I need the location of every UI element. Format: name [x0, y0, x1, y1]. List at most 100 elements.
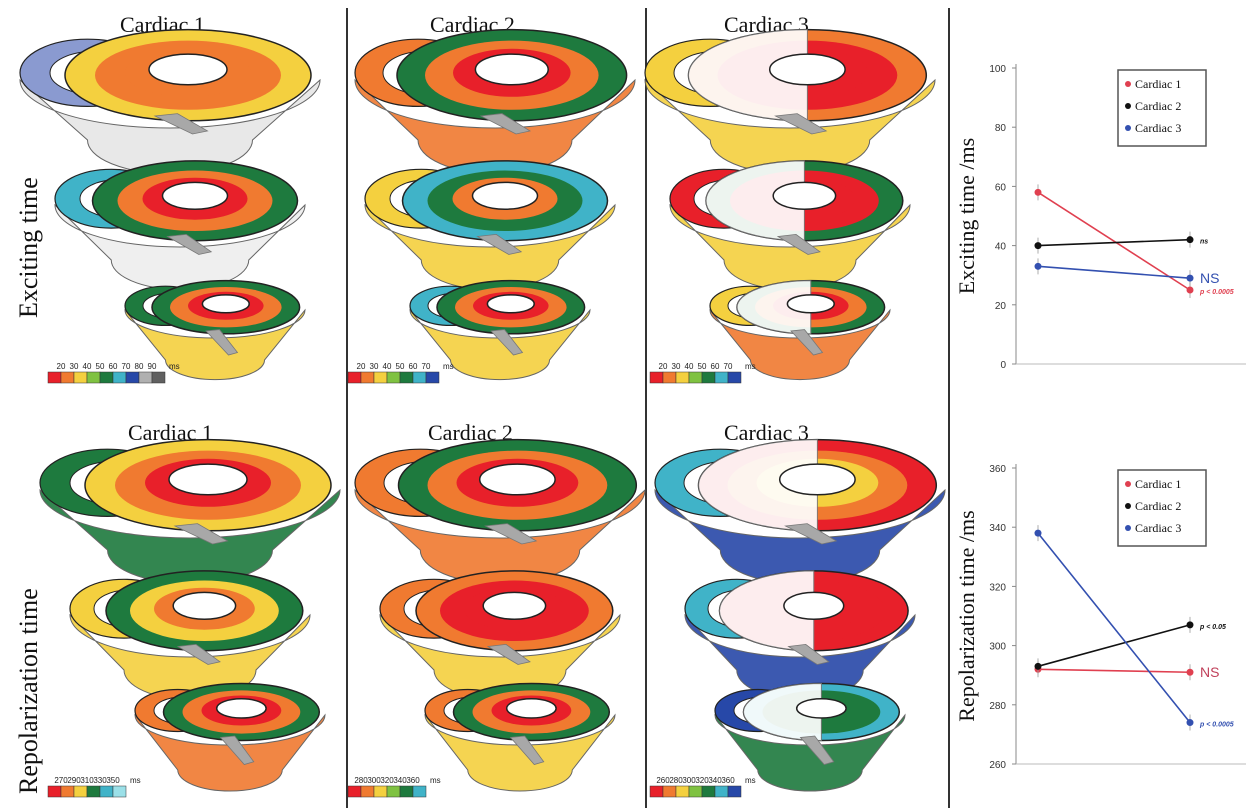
scale-top-2-tick: 60 [409, 362, 418, 371]
scale-bottom-1-swatch [60, 785, 75, 798]
map-bot-c1-apex-shell [134, 713, 326, 792]
map-top-c2-base [354, 28, 636, 175]
map-bot-c1-apex [134, 682, 326, 792]
chart-1-legend-label-2: Cardiac 2 [1135, 99, 1181, 113]
chart-2-legend-label-3: Cardiac 3 [1135, 521, 1181, 535]
chart-1-series-3-point [1034, 262, 1042, 270]
map-top-c3-mid [669, 160, 911, 290]
map-top-c3-apex [709, 279, 891, 381]
map-bot-c1-base-vessel [173, 523, 229, 545]
scale-top-3-swatch [714, 371, 729, 384]
map-top-c3-base-lv-cavity [768, 53, 846, 86]
map-top-c2-apex [409, 279, 591, 381]
scale-top-2-tick: 50 [396, 362, 405, 371]
scale-top-3-tick: 20 [659, 362, 668, 371]
scale-bottom-2-tick: 300 [367, 776, 381, 785]
scale-bottom-2-unit: ms [430, 776, 441, 785]
chart-2-series-2-point [1186, 621, 1194, 629]
map-top-c1-mid-vessel [166, 233, 213, 255]
scale-bottom-1-swatch [99, 785, 114, 798]
scale-top-2-swatch [347, 371, 362, 384]
map-bot-c1-base-lv-cavity [168, 463, 248, 496]
scale-bottom-2-swatch [412, 785, 427, 798]
map-bot-c1-mid-lv-cavity [172, 591, 237, 620]
map-bot-c1-mid-vessel [176, 643, 221, 665]
chart-1-legend-marker-3 [1125, 125, 1131, 131]
scale-top-1-tick: 50 [96, 362, 105, 371]
map-top-c2-mid-lv-cavity [471, 181, 539, 210]
chart-2-ytick-label: 340 [989, 523, 1006, 534]
chart-2-legend-marker-2 [1125, 503, 1131, 509]
chart-1: Exciting time /ms 0 20 40 60 80 100 p < 0.0005 n… [954, 64, 1246, 371]
map-bot-c3-base-unmapped-half [698, 439, 818, 532]
scale-bottom-1-unit: ms [130, 776, 141, 785]
chart-2-series-2-point [1034, 662, 1042, 670]
scale-top-3-unit: ms [745, 362, 756, 371]
map-top-c1-base [19, 28, 321, 175]
scale-bottom-1-swatch [73, 785, 88, 798]
chart-1-series-2-annotation: ns [1200, 239, 1208, 246]
chart-1-legend-marker-2 [1125, 103, 1131, 109]
map-bot-c3-mid-unmapped-half [719, 570, 815, 652]
chart-2-legend-label-2: Cardiac 2 [1135, 499, 1181, 513]
map-top-c1-apex-lv-cavity [201, 294, 250, 314]
map-top-c3-apex-lv-cavity [786, 294, 835, 314]
scale-top-2-tick: 40 [383, 362, 392, 371]
chart-2-series-3-annotation: p < 0.0005 [1199, 722, 1234, 729]
scale-top-1-swatch [73, 371, 88, 384]
scale-bottom-2-tick: 320 [380, 776, 394, 785]
scale-top-3-tick: 40 [685, 362, 694, 371]
scale-bottom-3-tick: 280 [669, 776, 683, 785]
map-bot-c1-apex-lv-cavity [215, 698, 267, 719]
chart-1-series-3-line [1037, 265, 1191, 279]
chart-1-series-1-point [1186, 286, 1194, 294]
map-top-c3-base [644, 28, 936, 175]
scale-bottom-2-swatch [360, 785, 375, 798]
scale-top-1-swatch [151, 371, 166, 384]
scale-top-2-swatch [425, 371, 440, 384]
map-top-c2-mid-vessel [476, 233, 523, 255]
scale-top-1-tick: 30 [70, 362, 79, 371]
map-bot-c1-apex-vessel [219, 735, 255, 765]
scale-bottom-3-swatch [649, 785, 664, 798]
chart-2: Repolarization time /ms 260 280 300 320 340 36… [954, 464, 1246, 771]
chart-1-legend-label-1: Cardiac 1 [1135, 77, 1181, 91]
chart-2-series-2-annotation: p < 0.05 [1199, 624, 1226, 631]
map-bot-c2-base-lv-cavity [478, 463, 556, 496]
map-top-c3-apex-vessel [790, 329, 824, 356]
chart-1-legend-label-3: Cardiac 3 [1135, 121, 1181, 135]
scale-bottom-2-swatch [386, 785, 401, 798]
scale-top-1-swatch [47, 371, 62, 384]
chart-2-ytick-label: 280 [989, 701, 1006, 712]
scale-top-1-swatch [112, 371, 127, 384]
map-top-c2-base-lv-cavity [474, 53, 549, 86]
scale-bottom-3-swatch [714, 785, 729, 798]
scale-top-2-swatch [399, 371, 414, 384]
scale-top-2-swatch [386, 371, 401, 384]
chart-1-ylabel: Exciting time /ms [954, 138, 979, 294]
chart-1-ytick-label: 40 [995, 242, 1007, 253]
map-top-c3-apex-unmapped-half [736, 280, 812, 335]
scale-bottom-1-swatch [112, 785, 127, 798]
scale-bottom-3-swatch [701, 785, 716, 798]
scale-top-1-swatch [99, 371, 114, 384]
scale-top-3-tick: 70 [724, 362, 733, 371]
chart-1-series-3-point [1186, 274, 1194, 282]
map-top-c1-base-lv-cavity [148, 53, 228, 86]
scale-bottom-2-tick: 340 [393, 776, 407, 785]
chart-2-series-3-point [1186, 719, 1194, 727]
scale-top-3-tick: 50 [698, 362, 707, 371]
scale-top-3-swatch [727, 371, 742, 384]
map-bot-c3-mid-vessel [787, 643, 830, 665]
activation-maps: 20 30 40 50 60 70 80 90 ms 20 30 40 50 60 70 ms 20 30 40 50… [19, 28, 946, 798]
chart-1-legend-marker-1 [1125, 81, 1131, 87]
scale-bottom-1-swatch [47, 785, 62, 798]
chart-1-ytick-label: 0 [1000, 360, 1006, 371]
map-bot-c3-apex-vessel [799, 735, 835, 765]
chart-1-series-2-point [1034, 242, 1042, 250]
map-top-c2-apex-vessel [490, 329, 524, 356]
map-bot-c3-apex-shell [714, 713, 906, 792]
scale-bottom-3-tick: 360 [721, 776, 735, 785]
map-bot-c2-base-vessel [484, 523, 538, 545]
map-top-c1-apex-shell [124, 308, 306, 381]
